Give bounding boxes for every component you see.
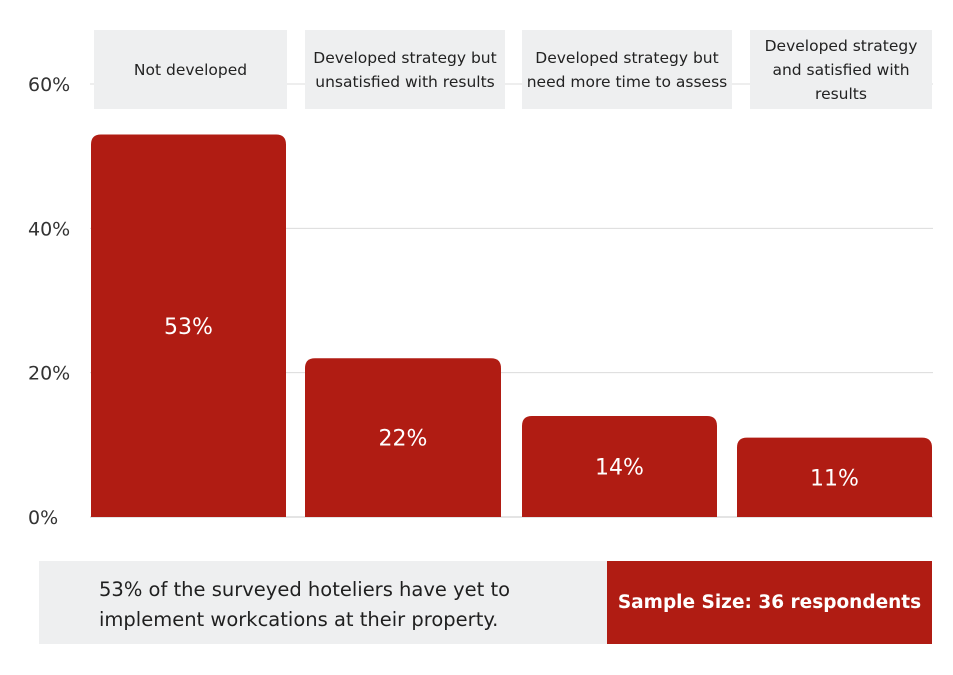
- category-label-satisfied: Developed strategy and satisfied with re…: [750, 30, 932, 109]
- sample-size-badge: Sample Size: 36 respondents: [607, 561, 932, 644]
- bar: [91, 134, 286, 517]
- bar: [305, 358, 501, 517]
- bar-value-label: 11%: [810, 466, 859, 491]
- y-tick-label: 20%: [28, 363, 70, 385]
- category-label-unsatisfied: Developed strategy but unsatisfied with …: [305, 30, 505, 109]
- category-label-need-more-time: Developed strategy but need more time to…: [522, 30, 732, 109]
- bar-value-label: 22%: [379, 427, 428, 452]
- bar: [522, 415, 717, 517]
- summary-text: 53% of the surveyed hoteliers have yet t…: [39, 561, 607, 644]
- bar-chart: 0% 20% 40% 60% 53% 22% 14% 11%: [28, 74, 933, 529]
- bar: [737, 437, 932, 517]
- category-label-not-developed: Not developed: [94, 30, 287, 109]
- y-tick-label: 0%: [28, 507, 58, 529]
- bar-value-label: 53%: [164, 315, 213, 340]
- y-tick-label: 60%: [28, 74, 70, 96]
- bar-value-label: 14%: [595, 455, 644, 480]
- y-tick-label: 40%: [28, 218, 70, 240]
